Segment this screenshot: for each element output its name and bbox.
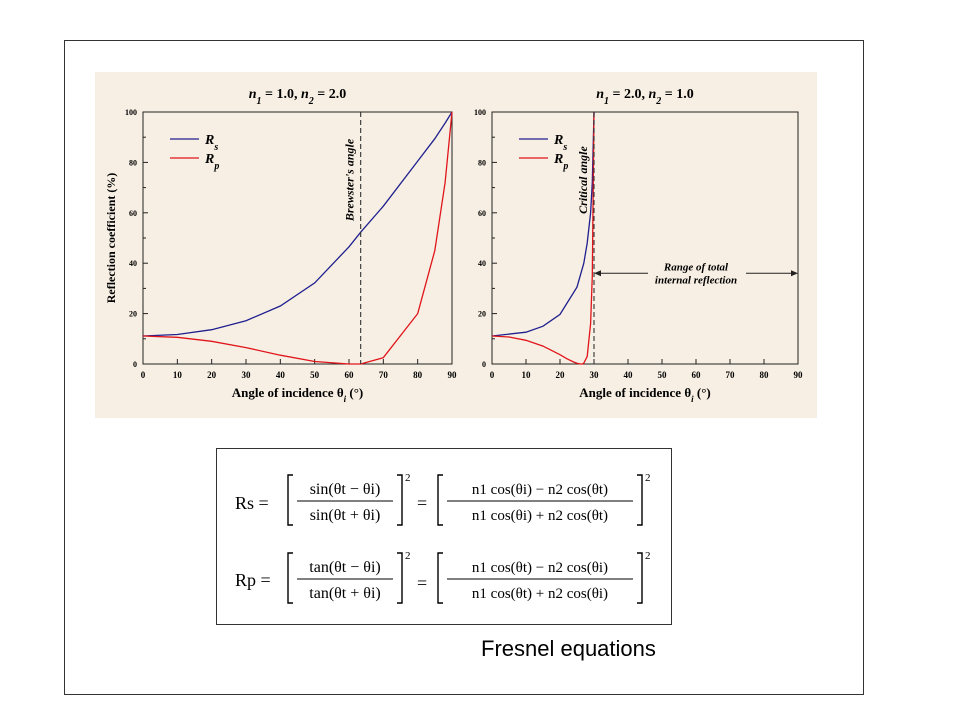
formula-box: Rs = sin(θt − θi) sin(θt + θi) 2 = n1 co…: [216, 448, 672, 625]
x-tick-label: 40: [624, 370, 634, 380]
rp-left-brackets: [287, 552, 403, 604]
legend-label: Rs: [204, 133, 218, 153]
chart-panel-background: [95, 72, 817, 418]
annotation-text: internal reflection: [655, 274, 737, 286]
y-tick-label: 0: [482, 360, 486, 369]
y-tick-label: 0: [133, 360, 137, 369]
rp-right-exponent: 2: [645, 550, 651, 562]
x-tick-label: 0: [141, 370, 146, 380]
rs-right-exponent: 2: [645, 472, 651, 484]
x-axis-label: Angle of incidence θi (°): [579, 385, 710, 404]
y-tick-label: 60: [478, 209, 486, 218]
rs-equals: =: [417, 493, 427, 513]
chart-brewster: n1 = 1.0, n2 = 2.0 0 10 20 30 40 50 60 70 80 90 0 20…: [104, 87, 457, 404]
y-tick-label: 100: [125, 108, 137, 117]
legend-label: Rp: [204, 152, 219, 172]
x-tick-label: 90: [794, 370, 804, 380]
x-tick-label: 20: [556, 370, 566, 380]
rp-equals: =: [417, 573, 427, 593]
y-tick-label: 20: [129, 310, 137, 319]
rp-right-denominator: n1 cos(θt) + n2 cos(θi): [472, 586, 608, 602]
chart-title: n1 = 2.0, n2 = 1.0: [596, 87, 694, 107]
rp-right-brackets: [437, 552, 643, 604]
rp-left-exponent: 2: [405, 550, 411, 562]
chart-critical: n1 = 2.0, n2 = 1.0 0 10 20 30 40 50 60 70 80 90 0 20…: [474, 87, 803, 404]
y-tick-label: 80: [478, 158, 486, 167]
slide-frame: [64, 40, 864, 695]
x-tick-label: 50: [658, 370, 668, 380]
fresnel-charts: n1 = 1.0, n2 = 2.0 0 10 20 30 40 50 60 70 80 90 0 20…: [95, 72, 817, 418]
angle-marker-label: Brewster's angle: [343, 138, 357, 222]
rp-lhs: Rp =: [235, 570, 271, 590]
rs-left-denominator: sin(θt + θi): [310, 507, 381, 524]
x-tick-label: 30: [242, 370, 252, 380]
y-tick-label: 20: [478, 310, 486, 319]
x-tick-label: 0: [490, 370, 495, 380]
x-tick-label: 50: [310, 370, 320, 380]
x-tick-label: 30: [590, 370, 600, 380]
y-axis-label: Reflection coefficient (%): [104, 173, 118, 304]
rp-left-denominator: tan(θt + θi): [309, 585, 380, 602]
rs-right-denominator: n1 cos(θi) + n2 cos(θt): [472, 508, 608, 524]
angle-marker-label: Critical angle: [576, 145, 590, 213]
rs-right-numerator: n1 cos(θi) − n2 cos(θt): [472, 482, 608, 498]
x-tick-label: 70: [379, 370, 389, 380]
fresnel-formulas: Rs = sin(θt − θi) sin(θt + θi) 2 = n1 co…: [235, 472, 651, 604]
rp-equation: Rp = tan(θt − θi) tan(θt + θi) 2 = n1 co…: [235, 550, 651, 604]
x-tick-label: 70: [726, 370, 736, 380]
x-tick-label: 10: [522, 370, 532, 380]
caption: Fresnel equations: [481, 636, 656, 661]
x-tick-label: 40: [276, 370, 286, 380]
rp-left-numerator: tan(θt − θi): [309, 559, 380, 576]
x-tick-label: 60: [345, 370, 355, 380]
rs-left-brackets: [287, 474, 403, 526]
x-axis-label: Angle of incidence θi (°): [232, 385, 363, 404]
y-tick-label: 60: [129, 209, 137, 218]
rs-right-brackets: [437, 474, 643, 526]
y-tick-label: 40: [478, 259, 486, 268]
y-tick-label: 80: [129, 158, 137, 167]
rs-left-exponent: 2: [405, 472, 411, 484]
x-tick-label: 80: [760, 370, 770, 380]
x-tick-label: 20: [207, 370, 217, 380]
y-tick-label: 40: [129, 259, 137, 268]
rs-left-numerator: sin(θt − θi): [310, 481, 381, 498]
x-tick-label: 90: [448, 370, 458, 380]
x-tick-label: 60: [692, 370, 702, 380]
annotation-arrowhead-left: [594, 270, 601, 277]
chart-title: n1 = 1.0, n2 = 2.0: [249, 87, 347, 107]
x-tick-label: 80: [413, 370, 423, 380]
legend-label: Rp: [553, 152, 568, 172]
legend-label: Rs: [553, 133, 567, 153]
y-tick-label: 100: [474, 108, 486, 117]
annotation-arrowhead-right: [791, 270, 798, 277]
rs-equation: Rs = sin(θt − θi) sin(θt + θi) 2 = n1 co…: [235, 472, 651, 526]
series-line-rp: [491, 111, 595, 365]
rp-right-numerator: n1 cos(θt) − n2 cos(θi): [472, 560, 608, 576]
series-line-rs: [491, 111, 595, 337]
series-line-rp: [142, 111, 453, 365]
x-tick-label: 10: [173, 370, 183, 380]
rs-lhs: Rs =: [235, 493, 269, 513]
series-line-rs: [142, 111, 453, 337]
annotation-text: Range of total: [663, 261, 729, 273]
